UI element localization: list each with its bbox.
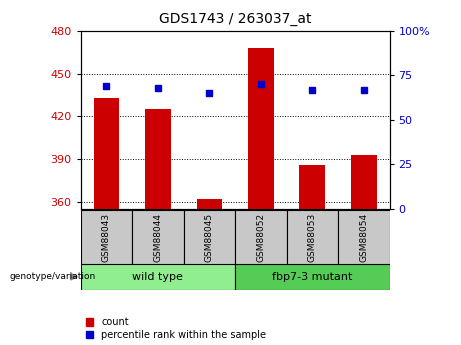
- Bar: [81, 210, 132, 264]
- Text: wild type: wild type: [132, 272, 183, 282]
- Bar: [287, 210, 338, 264]
- Text: GSM88053: GSM88053: [308, 213, 317, 262]
- Bar: [351, 155, 377, 209]
- Bar: [183, 210, 235, 264]
- Text: GSM88045: GSM88045: [205, 213, 214, 262]
- Bar: [145, 109, 171, 209]
- Text: GSM88044: GSM88044: [154, 213, 162, 262]
- Legend: count, percentile rank within the sample: count, percentile rank within the sample: [86, 317, 266, 340]
- Bar: [81, 264, 235, 290]
- Text: genotype/variation: genotype/variation: [9, 272, 95, 281]
- Text: fbp7-3 mutant: fbp7-3 mutant: [272, 272, 353, 282]
- Text: GSM88054: GSM88054: [359, 213, 368, 262]
- Bar: [235, 264, 390, 290]
- Text: GDS1743 / 263037_at: GDS1743 / 263037_at: [159, 12, 311, 26]
- Bar: [235, 210, 287, 264]
- Text: GSM88052: GSM88052: [256, 213, 266, 262]
- Bar: [300, 165, 325, 209]
- Text: GSM88043: GSM88043: [102, 213, 111, 262]
- Bar: [132, 210, 183, 264]
- Bar: [196, 199, 222, 209]
- Bar: [248, 48, 274, 209]
- Bar: [94, 98, 119, 209]
- Bar: [338, 210, 390, 264]
